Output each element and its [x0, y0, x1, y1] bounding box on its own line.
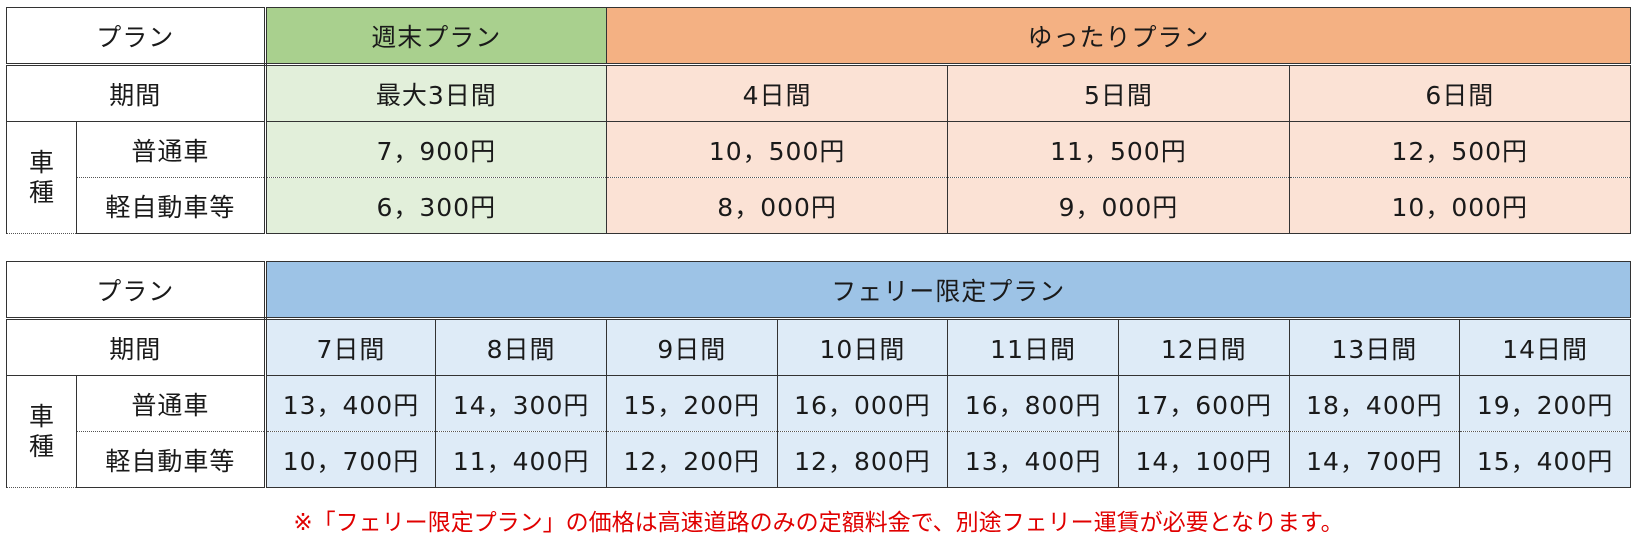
price-cell: 10，500円 [605, 121, 949, 178]
period-cell: 8日間 [435, 318, 607, 376]
ferry-plan-table: プラン フェリー限定プラン 期間 7日間 8日間 9日間 10日間 11日間 1… [5, 261, 1632, 488]
vehicle-type-label: 車種 [5, 375, 78, 488]
price-cell: 19，200円 [1459, 375, 1631, 432]
price-cell: 14，700円 [1288, 431, 1461, 488]
price-cell: 14，300円 [435, 375, 607, 432]
period-cell: 最大3日間 [264, 64, 607, 122]
price-cell: 9，000円 [947, 177, 1290, 234]
price-cell: 17，600円 [1117, 375, 1290, 432]
price-cell: 10，000円 [1288, 177, 1632, 234]
price-cell: 11，400円 [435, 431, 607, 488]
vehicle-type-text: 車種 [29, 147, 55, 207]
price-cell: 16，800円 [947, 375, 1119, 432]
price-cell: 13，400円 [264, 375, 437, 432]
period-cell: 4日間 [605, 64, 949, 122]
price-cell: 15，400円 [1459, 431, 1631, 488]
plan-label: プラン [6, 261, 267, 320]
period-cell: 6日間 [1288, 64, 1632, 122]
period-cell: 12日間 [1117, 318, 1290, 376]
period-cell: 9日間 [605, 318, 778, 376]
price-cell: 12，800円 [776, 431, 949, 488]
weekend-leisure-plan-table: プラン 週末プラン ゆったりプラン 期間 最大3日間 4日間 5日間 6日間 車… [5, 7, 1632, 234]
row-label-regular: 普通車 [76, 121, 267, 178]
plan-name-leisure: ゆったりプラン [605, 7, 1632, 66]
plan-label: プラン [6, 7, 267, 66]
price-cell: 8，000円 [605, 177, 949, 234]
price-cell: 18，400円 [1288, 375, 1461, 432]
period-label: 期間 [6, 318, 267, 376]
price-cell: 6，300円 [264, 177, 607, 234]
ferry-plan-note: ※「フェリー限定プラン」の価格は高速道路のみの定額料金で、別途フェリー運賃が必要… [293, 510, 1344, 536]
price-cell: 13，400円 [947, 431, 1119, 488]
vehicle-type-text: 車種 [29, 401, 55, 461]
period-cell: 13日間 [1288, 318, 1461, 376]
price-cell: 16，000円 [776, 375, 949, 432]
plan-name-ferry: フェリー限定プラン [264, 261, 1632, 320]
period-cell: 10日間 [776, 318, 949, 376]
period-cell: 7日間 [264, 318, 437, 376]
period-label: 期間 [6, 64, 267, 122]
price-cell: 11，500円 [947, 121, 1290, 178]
period-cell: 11日間 [947, 318, 1119, 376]
price-cell: 7，900円 [264, 121, 607, 178]
row-label-regular: 普通車 [76, 375, 267, 432]
price-cell: 15，200円 [605, 375, 778, 432]
row-label-light: 軽自動車等 [76, 431, 267, 488]
price-cell: 12，500円 [1288, 121, 1632, 178]
plan-name-weekend: 週末プラン [264, 7, 607, 66]
price-cell: 10，700円 [264, 431, 437, 488]
period-cell: 14日間 [1459, 318, 1631, 376]
vehicle-type-label: 車種 [5, 121, 78, 234]
row-label-light: 軽自動車等 [76, 177, 267, 234]
price-cell: 14，100円 [1117, 431, 1290, 488]
price-cell: 12，200円 [605, 431, 778, 488]
period-cell: 5日間 [947, 64, 1290, 122]
